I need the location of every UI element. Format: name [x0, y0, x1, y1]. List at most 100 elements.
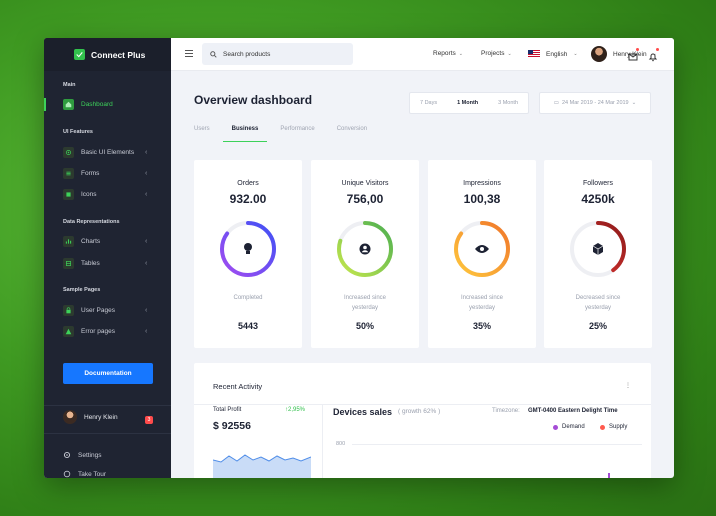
- brand[interactable]: Connect Plus: [44, 38, 171, 71]
- section-data-representations: Data Representations: [63, 219, 120, 225]
- legend-dot: [553, 424, 558, 430]
- total-profit-change: ↑2,95%: [285, 407, 306, 413]
- legend-label: Demand: [562, 424, 585, 430]
- chevron-left-icon: ‹: [145, 170, 148, 177]
- take-tour-link[interactable]: Take Tour: [63, 470, 106, 478]
- stat-card-impressions: Impressions 100,38 Increased since yeste…: [428, 160, 536, 348]
- total-profit-value: $ 92556: [213, 420, 251, 432]
- chevron-left-icon: ‹: [145, 328, 148, 335]
- tab-performance[interactable]: Performance: [280, 126, 315, 132]
- notification-badge: 3: [145, 416, 153, 424]
- card-foot: 50%: [355, 321, 374, 331]
- chevron-down-icon: ⌄: [507, 50, 512, 57]
- progress-ring: [454, 221, 510, 277]
- bell-icon[interactable]: [648, 48, 659, 62]
- menu-toggle-icon[interactable]: [185, 50, 193, 59]
- sidebar-item-dashboard[interactable]: Dashboard: [44, 94, 171, 115]
- lightbulb-icon: [244, 243, 252, 254]
- card-title: Followers: [583, 180, 613, 187]
- projects-label: Projects: [481, 50, 505, 57]
- tab-users[interactable]: Users: [194, 126, 210, 132]
- sidebar-item-label: Error pages: [81, 328, 115, 335]
- card-value: 4250k: [581, 192, 615, 206]
- page-title: Overview dashboard: [194, 93, 313, 107]
- timezone-label: Timezone:: [492, 408, 520, 414]
- card-title: Unique Visitors: [341, 180, 389, 187]
- legend-supply: Supply: [600, 424, 627, 430]
- sidebar-item-tables[interactable]: Tables ‹: [44, 253, 171, 274]
- tab-business[interactable]: Business: [222, 126, 267, 142]
- timezone-value: GMT-0400 Eastern Delight Time: [528, 408, 618, 414]
- reports-menu[interactable]: Reports ⌄: [433, 50, 463, 57]
- user-menu[interactable]: Henry Klein ⌄: [591, 46, 657, 62]
- chevron-left-icon: ‹: [145, 149, 148, 156]
- chevron-down-icon: ⌄: [573, 51, 578, 57]
- date-range-picker[interactable]: ▭ 24 Mar 2019 - 24 Mar 2019 ⌄: [539, 92, 651, 114]
- user-circle-icon: [359, 243, 371, 255]
- search-input[interactable]: [223, 50, 343, 58]
- list-icon: [63, 168, 74, 179]
- more-options-icon[interactable]: ⋮: [625, 383, 631, 389]
- search-box[interactable]: [202, 43, 353, 65]
- demand-bar: [608, 473, 610, 478]
- sidebar-item-error-pages[interactable]: Error pages ‹: [44, 321, 171, 342]
- card-foot: 35%: [472, 321, 491, 331]
- progress-ring: [337, 221, 393, 277]
- settings-label: Settings: [78, 451, 102, 459]
- settings-link[interactable]: Settings: [63, 451, 102, 459]
- progress-ring: [220, 221, 276, 277]
- sidebar-item-icons[interactable]: Icons ‹: [44, 184, 171, 205]
- compass-icon: [63, 470, 71, 478]
- period-7-days[interactable]: 7 Days: [419, 100, 438, 106]
- stat-card-orders: Orders 932.00 Completed 5443: [194, 160, 302, 348]
- sidebar-item-label: Charts: [81, 238, 101, 245]
- us-flag-icon: [528, 50, 540, 58]
- tabs: Users Business Performance Conversion: [194, 126, 389, 142]
- sidebar-user[interactable]: Henry Klein: [63, 410, 118, 424]
- crosshair-icon: [63, 147, 74, 158]
- mail-icon[interactable]: [628, 48, 639, 61]
- sidebar-item-label: Forms: [81, 170, 100, 177]
- card-value: 932.00: [229, 192, 267, 206]
- documentation-button[interactable]: Documentation: [63, 363, 153, 384]
- sidebar-item-basic-ui[interactable]: Basic UI Elements ‹: [44, 142, 171, 163]
- eye-icon: [475, 245, 489, 253]
- chevron-down-icon: ⌄: [631, 100, 637, 106]
- card-foot: 5443: [237, 321, 259, 331]
- legend-label: Supply: [609, 424, 628, 430]
- language-menu[interactable]: English ⌄: [528, 50, 578, 58]
- alert-icon: [63, 326, 74, 337]
- projects-menu[interactable]: Projects ⌄: [481, 50, 512, 57]
- period-3-month[interactable]: 3 Month: [498, 100, 519, 106]
- chevron-left-icon: ‹: [145, 191, 148, 198]
- recent-activity-panel: Recent Activity ⋮ Total Profit ↑2,95% $ …: [194, 363, 651, 478]
- calendar-icon: ▭: [553, 100, 559, 106]
- period-selector: 7 Days 1 Month 3 Month: [409, 92, 529, 114]
- sidebar-divider: [44, 405, 171, 406]
- y-axis-label: 800: [336, 441, 346, 447]
- sidebar-user-name: Henry Klein: [84, 413, 118, 421]
- sidebar-item-label: User Pages: [81, 307, 115, 314]
- total-profit-label: Total Profit: [213, 407, 242, 413]
- section-main: Main: [63, 82, 76, 88]
- card-desc: Increased since yesterday: [343, 295, 387, 311]
- chevron-left-icon: ‹: [145, 238, 148, 245]
- sidebar-item-charts[interactable]: Charts ‹: [44, 231, 171, 252]
- card-desc: Increased since yesterday: [460, 295, 504, 311]
- chevron-left-icon: ‹: [145, 307, 148, 314]
- tab-conversion[interactable]: Conversion: [336, 126, 368, 132]
- section-ui-features: UI Features: [63, 129, 93, 135]
- sidebar-item-label: Icons: [81, 191, 97, 198]
- chevron-left-icon: ‹: [145, 260, 148, 267]
- reports-label: Reports: [433, 50, 456, 57]
- divider: [322, 404, 323, 478]
- avatar: [591, 46, 607, 62]
- sidebar: Connect Plus Main Dashboard UI Features …: [44, 38, 171, 478]
- cube-icon: [592, 243, 604, 255]
- sidebar-item-forms[interactable]: Forms ‹: [44, 163, 171, 184]
- topbar: Reports ⌄ Projects ⌄ English ⌄ Henry Kle…: [171, 38, 674, 71]
- period-1-month[interactable]: 1 Month: [457, 100, 479, 106]
- sidebar-item-user-pages[interactable]: User Pages ‹: [44, 300, 171, 321]
- card-desc: Decreased since yesterday: [575, 295, 621, 311]
- chevron-down-icon: ⌄: [458, 50, 463, 57]
